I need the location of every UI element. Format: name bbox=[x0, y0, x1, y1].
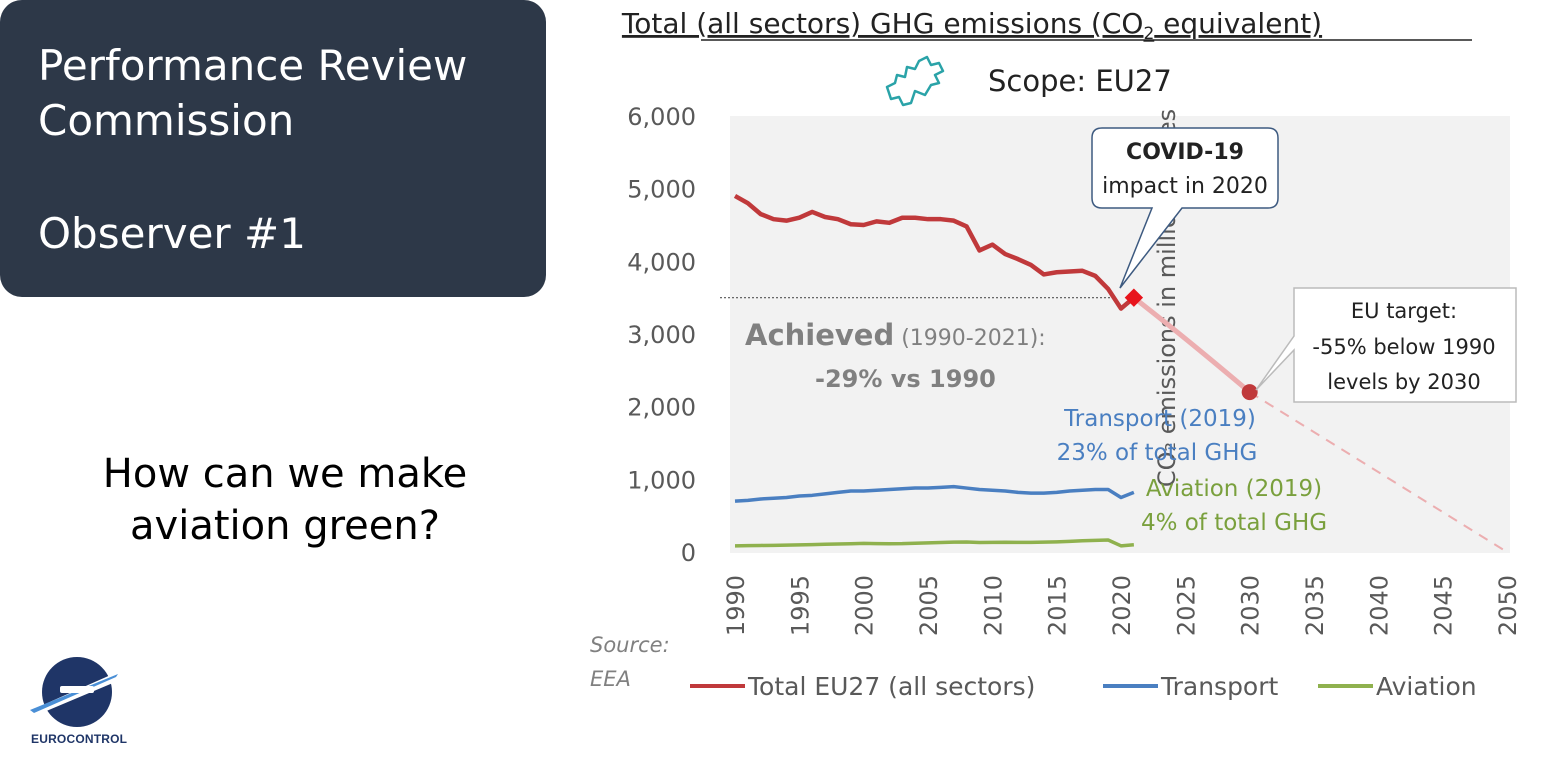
achieved-value: -29% vs 1990 bbox=[815, 365, 996, 393]
x-tick-label: 2035 bbox=[1301, 575, 1329, 636]
legend-label: Transport bbox=[1160, 672, 1279, 701]
eurocontrol-logo-icon bbox=[30, 657, 122, 727]
y-tick-label: 6,000 bbox=[627, 103, 696, 131]
aviation-annotation-line1: Aviation (2019) bbox=[1146, 476, 1322, 502]
covid-callout-text: impact in 2020 bbox=[1102, 174, 1268, 199]
x-tick-label: 2025 bbox=[1172, 575, 1200, 636]
transport-annotation-line2: 23% of total GHG bbox=[1057, 440, 1258, 466]
covid-callout: COVID-19 impact in 2020 bbox=[1091, 127, 1279, 289]
y-tick-label: 1,000 bbox=[627, 466, 696, 494]
target-callout-line1: EU target: bbox=[1351, 299, 1457, 323]
y-tick-labels: 0 1,000 2,000 3,000 4,000 5,000 6,000 bbox=[627, 103, 696, 567]
x-tick-label: 2020 bbox=[1108, 575, 1136, 636]
title-panel: Performance Review Commission Observer #… bbox=[0, 0, 546, 297]
series-line-1 bbox=[733, 193, 1136, 311]
question-line1: How can we make bbox=[102, 451, 468, 497]
source-label: Source: bbox=[590, 633, 670, 657]
achieved-bold: Achieved bbox=[745, 318, 894, 352]
legend: Total EU27 (all sectors) Transport Aviatio… bbox=[690, 672, 1477, 701]
target-callout: EU target: -55% below 1990 levels by 203… bbox=[1255, 287, 1517, 403]
transport-annotation-line1: Transport (2019) bbox=[1063, 406, 1256, 432]
x-tick-label: 1995 bbox=[786, 575, 814, 636]
x-tick-label: 2050 bbox=[1494, 575, 1522, 636]
target-callout-line3: levels by 2030 bbox=[1327, 370, 1480, 394]
series-line-3 bbox=[734, 538, 1135, 548]
x-tick-label: 2015 bbox=[1044, 575, 1072, 636]
observer-label: Observer #1 bbox=[38, 209, 306, 258]
x-tick-label: 2040 bbox=[1365, 575, 1393, 636]
panel-title-line1: Performance Review bbox=[38, 41, 468, 90]
achieved-annotation: Achieved (1990-2021): bbox=[745, 318, 1046, 352]
aviation-annotation-line2: 4% of total GHG bbox=[1141, 510, 1327, 536]
series-line-2 bbox=[734, 484, 1135, 503]
x-tick-label: 2005 bbox=[915, 575, 943, 636]
source-value: EEA bbox=[590, 667, 631, 691]
series-lines bbox=[733, 193, 1136, 548]
chart-title: Total (all sectors) GHG emissions (CO2 e… bbox=[621, 7, 1322, 44]
target-marker bbox=[1241, 384, 1258, 401]
panel-title-line2: Commission bbox=[38, 96, 295, 145]
y-tick-label: 5,000 bbox=[627, 176, 696, 204]
y-tick-label: 3,000 bbox=[627, 321, 696, 349]
x-tick-labels: 1990 1995 2000 2005 2010 2015 2020 2025 2030 2035… bbox=[722, 575, 1522, 636]
question-text: How can we make aviation green? bbox=[40, 448, 530, 552]
chart-title-pre: Total (all sectors) GHG emissions (CO bbox=[621, 7, 1144, 40]
logo-label: EUROCONTROL bbox=[31, 732, 128, 746]
covid-callout-title: COVID-19 bbox=[1126, 140, 1244, 165]
x-tick-label: 2010 bbox=[979, 575, 1007, 636]
achieved-period: (1990-2021): bbox=[894, 326, 1046, 351]
ghg-chart: Total (all sectors) GHG emissions (CO2 e… bbox=[570, 0, 1545, 772]
projection-dashed-line bbox=[1249, 391, 1508, 553]
chart-title-post: equivalent) bbox=[1154, 7, 1322, 40]
x-tick-label: 2030 bbox=[1237, 575, 1265, 636]
europe-map-icon bbox=[885, 55, 945, 107]
x-tick-label: 2045 bbox=[1430, 575, 1458, 636]
target-callout-line2: -55% below 1990 bbox=[1312, 335, 1495, 359]
projection-line bbox=[1132, 295, 1252, 395]
scope-label: Scope: EU27 bbox=[988, 64, 1172, 98]
y-tick-label: 4,000 bbox=[627, 248, 696, 276]
y-tick-label: 0 bbox=[681, 539, 696, 567]
x-tick-label: 1990 bbox=[722, 575, 750, 636]
chart-title-sub: 2 bbox=[1143, 24, 1154, 44]
eurocontrol-logo: EUROCONTROL bbox=[22, 650, 142, 750]
legend-label: Aviation bbox=[1376, 672, 1477, 701]
x-tick-label: 2000 bbox=[851, 575, 879, 636]
panel-title: Performance Review Commission bbox=[38, 38, 467, 148]
chart-svg: Total (all sectors) GHG emissions (CO2 e… bbox=[590, 7, 1522, 701]
question-line2: aviation green? bbox=[130, 503, 440, 549]
legend-label: Total EU27 (all sectors) bbox=[747, 672, 1035, 701]
y-tick-label: 2,000 bbox=[627, 394, 696, 422]
